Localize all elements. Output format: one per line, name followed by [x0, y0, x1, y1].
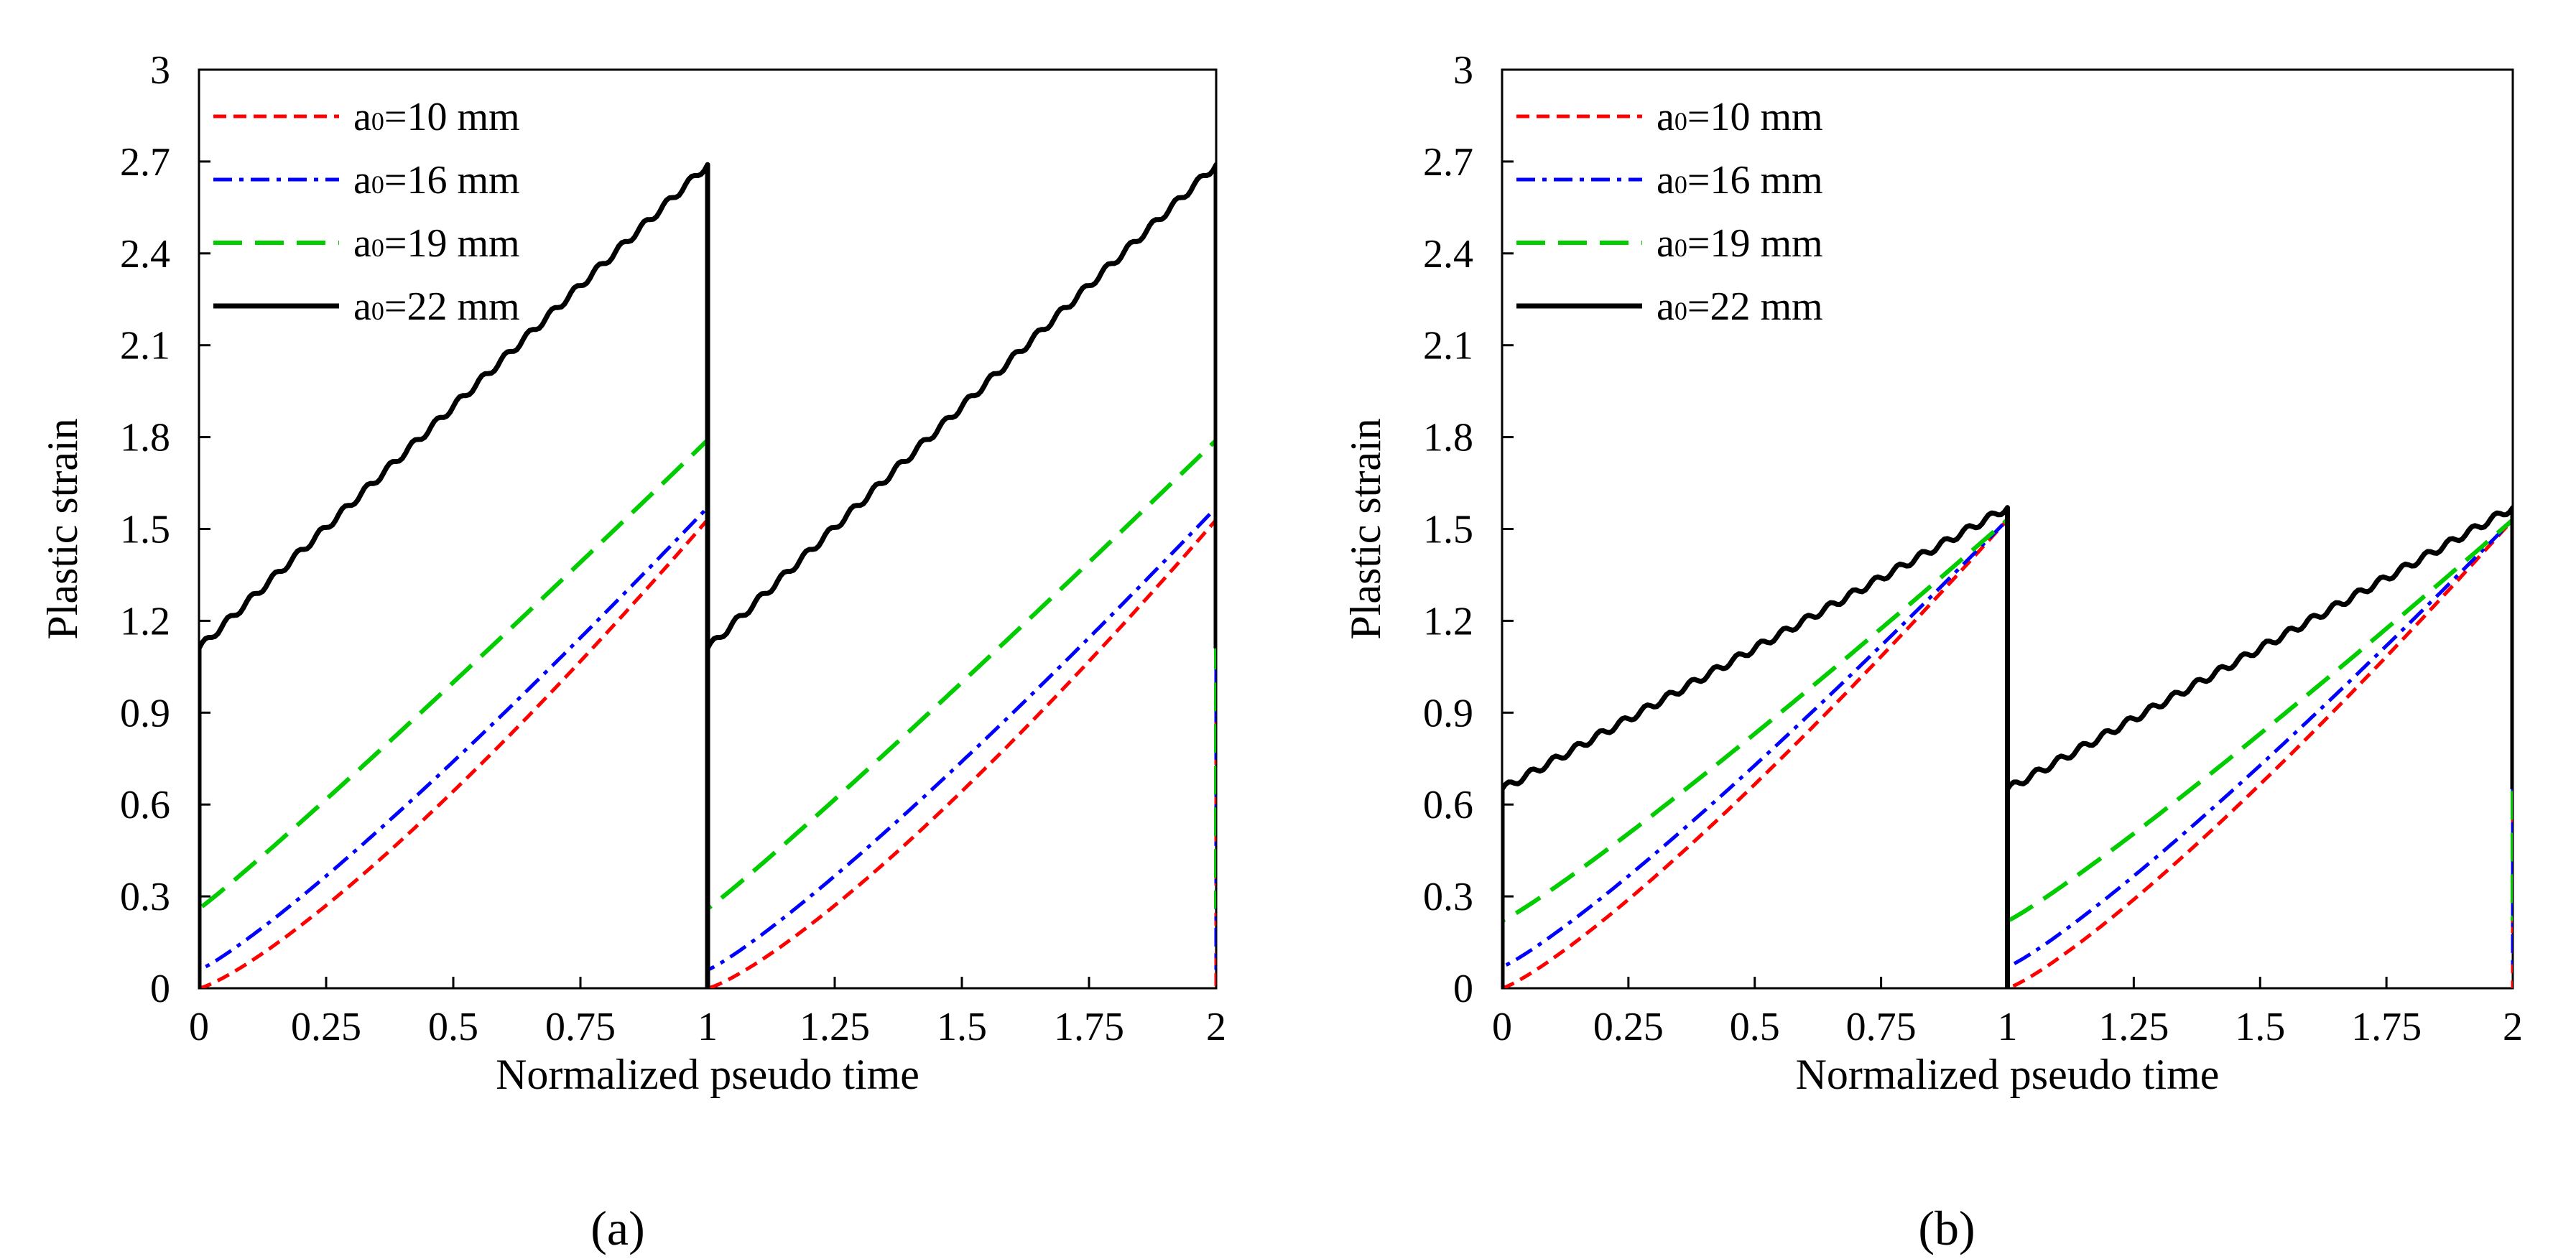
- y-tick-label: 0: [1453, 967, 1473, 1011]
- legend-label-value: =16 mm: [384, 158, 520, 203]
- legend-label-subscript: 0: [1674, 170, 1687, 199]
- x-tick-label: 0.75: [545, 1005, 616, 1049]
- legend-label-value: =16 mm: [1687, 158, 1823, 203]
- y-tick-label: 0.3: [120, 875, 170, 919]
- legend-label-a: a: [353, 284, 371, 329]
- y-tick-label: 1.2: [120, 599, 170, 644]
- series-line-0: [1502, 518, 2513, 988]
- legend-label-a: a: [353, 158, 371, 203]
- y-tick-label: 2.7: [1423, 140, 1473, 185]
- y-tick-label: 2.4: [120, 232, 170, 277]
- y-tick-label: 1.5: [1423, 508, 1473, 552]
- panel-label: (b): [1918, 1201, 1975, 1255]
- legend-label: a0=10 mm: [1657, 95, 1823, 139]
- legend-label: a0=19 mm: [1657, 221, 1823, 266]
- y-tick-label: 1.5: [120, 508, 170, 552]
- x-tick-label: 2: [1206, 1005, 1226, 1049]
- panel-label: (a): [590, 1201, 644, 1255]
- legend-label-a: a: [1657, 221, 1674, 266]
- x-tick-label: 2: [2503, 1005, 2523, 1049]
- y-tick-label: 0.9: [120, 691, 170, 735]
- y-tick-label: 1.8: [1423, 416, 1473, 460]
- x-tick-label: 0.5: [1730, 1005, 1780, 1049]
- legend-label: a0=10 mm: [353, 95, 520, 139]
- legend-label-value: =10 mm: [1687, 95, 1823, 139]
- y-axis-title: Plastic strain: [39, 418, 86, 639]
- series-line-3: [1502, 505, 2513, 988]
- x-tick-label: 1.75: [2351, 1005, 2422, 1049]
- series-line-3: [199, 162, 1216, 988]
- legend-label: a0=16 mm: [1657, 158, 1823, 203]
- x-tick-label: 0.5: [428, 1005, 478, 1049]
- legend-label-a: a: [1657, 95, 1674, 139]
- x-tick-label: 0: [189, 1005, 209, 1049]
- legend-label-a: a: [1657, 284, 1674, 329]
- x-axis-title: Normalized pseudo time: [496, 1051, 919, 1098]
- legend-label-a: a: [353, 221, 371, 266]
- legend-label-a: a: [353, 95, 371, 139]
- legend-label-subscript: 0: [1674, 297, 1687, 325]
- x-tick-label: 0.25: [1593, 1005, 1664, 1049]
- x-tick-label: 0: [1492, 1005, 1512, 1049]
- y-axis-title: Plastic strain: [1342, 418, 1389, 639]
- y-tick-label: 3: [1453, 48, 1473, 93]
- legend-label-subscript: 0: [1674, 233, 1687, 262]
- y-tick-label: 1.2: [1423, 599, 1473, 644]
- x-tick-label: 0.25: [291, 1005, 361, 1049]
- series-line-2: [199, 437, 1216, 988]
- series-line-2: [1502, 517, 2513, 988]
- legend-label-subscript: 0: [1674, 107, 1687, 136]
- legend-label-subscript: 0: [371, 233, 384, 262]
- y-tick-label: 1.8: [120, 416, 170, 460]
- series-line-0: [199, 518, 1216, 988]
- x-tick-label: 1.5: [937, 1005, 987, 1049]
- x-tick-label: 1.25: [800, 1005, 870, 1049]
- legend-label-value: =19 mm: [384, 221, 520, 266]
- legend-label-value: =10 mm: [384, 95, 520, 139]
- y-tick-label: 0.3: [1423, 875, 1473, 919]
- x-tick-label: 1.5: [2235, 1005, 2285, 1049]
- legend-label-subscript: 0: [371, 297, 384, 325]
- x-tick-label: 1: [1998, 1005, 2018, 1049]
- series-line-1: [1502, 518, 2513, 988]
- x-tick-label: 1.75: [1054, 1005, 1124, 1049]
- x-tick-label: 1.25: [2098, 1005, 2169, 1049]
- legend-label: a0=22 mm: [1657, 284, 1823, 329]
- y-tick-label: 0.6: [120, 783, 170, 827]
- y-tick-label: 2.7: [120, 140, 170, 185]
- y-tick-label: 2.1: [120, 324, 170, 368]
- legend-label-value: =22 mm: [1687, 284, 1823, 329]
- y-tick-label: 2.1: [1423, 324, 1473, 368]
- legend-label: a0=22 mm: [353, 284, 520, 329]
- x-axis-title: Normalized pseudo time: [1796, 1051, 2220, 1098]
- y-tick-label: 0.9: [1423, 691, 1473, 735]
- legend-label-subscript: 0: [371, 107, 384, 136]
- legend-label-value: =19 mm: [1687, 221, 1823, 266]
- y-tick-label: 3: [150, 48, 170, 93]
- y-tick-label: 0: [150, 967, 170, 1011]
- legend-label-a: a: [1657, 158, 1674, 203]
- legend-label-value: =22 mm: [384, 284, 520, 329]
- x-tick-label: 0.75: [1846, 1005, 1917, 1049]
- legend-label-subscript: 0: [371, 170, 384, 199]
- y-tick-label: 2.4: [1423, 232, 1473, 277]
- y-tick-label: 0.6: [1423, 783, 1473, 827]
- panel-b-chart: 0 0.25 0.5 0.75 1 1.25 1.5 1.75 2 0 0.3 0.6 0.9 1.2 1.…: [1342, 48, 2523, 1255]
- legend-label: a0=16 mm: [353, 158, 520, 203]
- x-tick-label: 1: [698, 1005, 718, 1049]
- legend-label: a0=19 mm: [353, 221, 520, 266]
- series-line-1: [199, 506, 1216, 988]
- panel-a-chart: 0 0.25 0.5 0.75 1 1.25 1.5 1.75 2 0 0.3 0.6 0.9 1.2 1.…: [39, 48, 1226, 1255]
